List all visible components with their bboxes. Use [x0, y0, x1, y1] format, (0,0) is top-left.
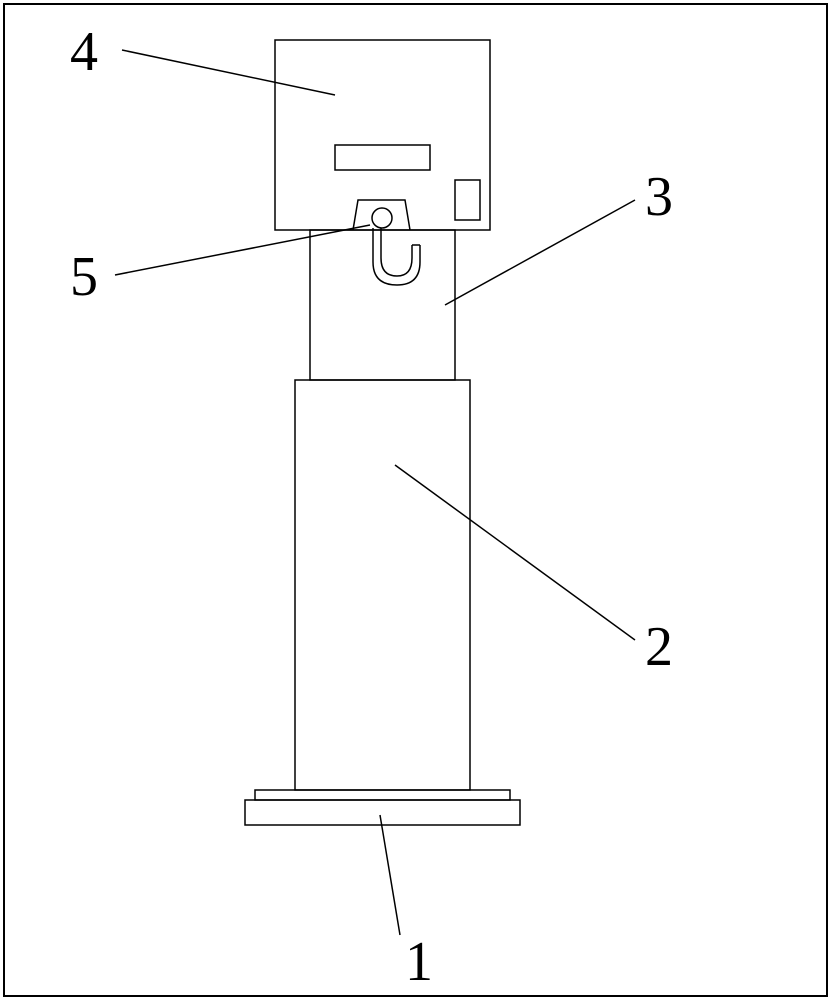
nozzle-housing — [353, 200, 410, 230]
main-column — [295, 380, 470, 790]
label-2: 2 — [645, 615, 673, 679]
head-box — [275, 40, 490, 230]
nozzle-circle — [372, 208, 392, 228]
base-plate — [245, 800, 520, 825]
diagram-svg — [0, 0, 831, 1000]
base-top — [255, 790, 510, 800]
leader-1 — [380, 815, 400, 935]
upper-column — [310, 230, 455, 380]
leader-4 — [122, 50, 335, 95]
display-panel — [335, 145, 430, 170]
leader-2 — [395, 465, 635, 640]
leader-5 — [115, 225, 370, 275]
side-panel — [455, 180, 480, 220]
label-1: 1 — [405, 930, 433, 994]
label-3: 3 — [645, 165, 673, 229]
label-5: 5 — [70, 245, 98, 309]
leader-3 — [445, 200, 635, 305]
border — [4, 4, 827, 996]
hose-inner — [381, 228, 412, 276]
label-4: 4 — [70, 20, 98, 84]
